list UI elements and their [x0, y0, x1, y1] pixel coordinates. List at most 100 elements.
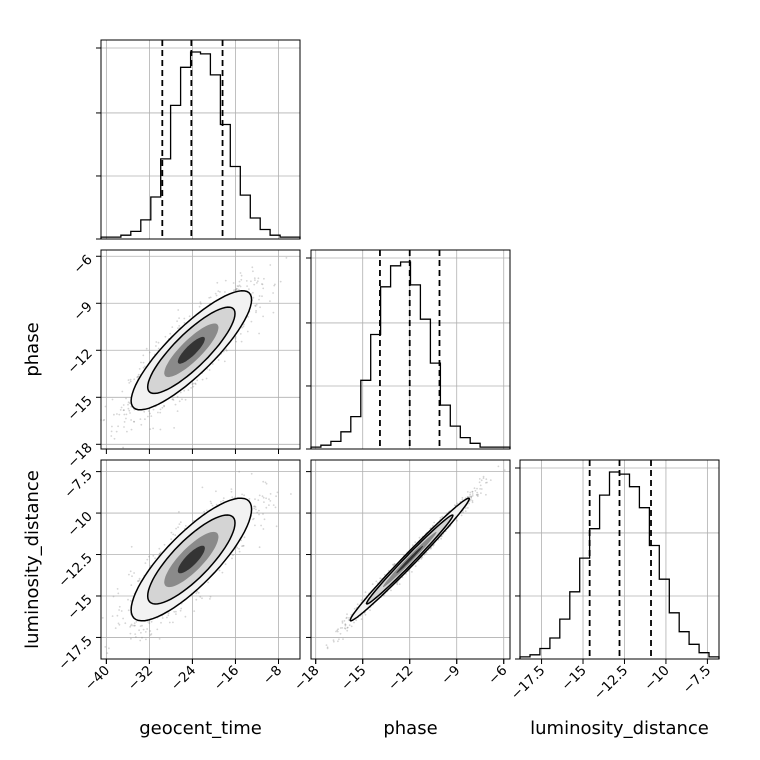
sample-point — [256, 280, 259, 283]
sample-point — [469, 498, 472, 501]
sample-point — [396, 583, 399, 586]
sample-point — [117, 592, 120, 595]
sample-point — [253, 505, 255, 508]
sample-point — [104, 646, 107, 648]
sample-point — [237, 285, 240, 288]
sample-point — [433, 521, 436, 524]
sample-point — [117, 622, 120, 625]
sample-point — [127, 598, 129, 601]
sample-point — [232, 554, 234, 557]
sample-point — [461, 498, 464, 501]
sample-point — [238, 547, 240, 550]
sample-point — [274, 283, 276, 286]
sample-point — [241, 545, 243, 547]
sample-point — [127, 407, 130, 410]
sample-point — [339, 627, 342, 629]
sample-point — [183, 317, 186, 320]
sample-point — [137, 373, 140, 376]
sample-point — [166, 616, 168, 619]
sample-point — [130, 637, 132, 640]
sample-point — [258, 509, 260, 512]
sample-point — [241, 493, 244, 496]
sample-point — [125, 397, 127, 400]
sample-point — [209, 296, 212, 299]
sample-point — [178, 400, 181, 403]
sample-point — [194, 382, 197, 385]
sample-point — [254, 305, 257, 307]
sample-point — [160, 621, 162, 624]
sample-point — [158, 552, 161, 555]
sample-point — [200, 303, 202, 305]
sample-point — [268, 498, 270, 501]
y-tick-label: −12.5 — [55, 550, 96, 591]
sample-point — [148, 555, 150, 558]
sample-point — [184, 525, 187, 527]
sample-point — [209, 500, 212, 503]
sample-point — [235, 287, 238, 290]
sample-point — [254, 524, 256, 527]
sample-point — [138, 368, 141, 370]
sample-point — [231, 496, 234, 498]
sample-point — [138, 629, 141, 632]
sample-point — [152, 427, 155, 430]
sample-point — [274, 506, 277, 509]
sample-point — [118, 605, 121, 608]
sample-point — [371, 583, 374, 586]
sample-point — [116, 588, 119, 590]
sample-point — [209, 595, 212, 598]
panel-frame — [310, 249, 511, 450]
sample-point — [253, 507, 256, 510]
sample-point — [144, 365, 146, 368]
panel-frame — [310, 459, 511, 660]
histogram-panel-luminosity_distance — [515, 459, 720, 660]
sample-point — [272, 504, 275, 506]
sample-point — [126, 430, 128, 433]
sample-point — [269, 500, 272, 502]
sample-point — [255, 309, 257, 312]
sample-point — [335, 630, 337, 633]
histogram-geocent_time — [100, 51, 301, 239]
sample-point — [346, 626, 349, 629]
sample-point — [350, 625, 353, 628]
sample-point — [127, 573, 130, 576]
sample-point — [342, 638, 344, 640]
sample-point — [480, 479, 483, 482]
sample-point — [176, 410, 179, 412]
sample-point — [258, 295, 261, 297]
sample-point — [242, 544, 245, 547]
sample-point — [479, 484, 482, 487]
sample-point — [114, 627, 117, 629]
sample-point — [254, 506, 257, 508]
sample-point — [113, 413, 115, 416]
sample-point — [119, 409, 122, 411]
sample-point — [477, 493, 479, 496]
sample-point — [345, 617, 348, 619]
sample-point — [110, 435, 113, 437]
sample-point — [194, 383, 197, 385]
sample-point — [101, 617, 104, 619]
sample-point — [425, 551, 428, 554]
sample-point — [471, 501, 474, 504]
sample-point — [252, 518, 254, 521]
sample-point — [411, 544, 414, 546]
y-tick-label: −18 — [64, 440, 95, 471]
sample-point — [129, 626, 132, 628]
sample-point — [144, 631, 147, 633]
sample-point — [473, 487, 476, 490]
sample-point — [260, 524, 262, 527]
sample-point — [158, 638, 161, 640]
sample-point — [346, 613, 348, 616]
sample-point — [375, 580, 378, 583]
sample-point — [466, 491, 469, 493]
sample-point — [432, 544, 435, 547]
sample-point — [240, 274, 243, 277]
sample-point — [130, 584, 133, 586]
sample-point — [222, 499, 225, 502]
sample-point — [464, 510, 467, 512]
sample-point — [152, 554, 155, 557]
sample-point — [199, 595, 202, 598]
sample-point — [269, 300, 271, 302]
sample-point — [143, 410, 146, 413]
sample-point — [252, 296, 255, 299]
sample-point — [336, 630, 339, 633]
